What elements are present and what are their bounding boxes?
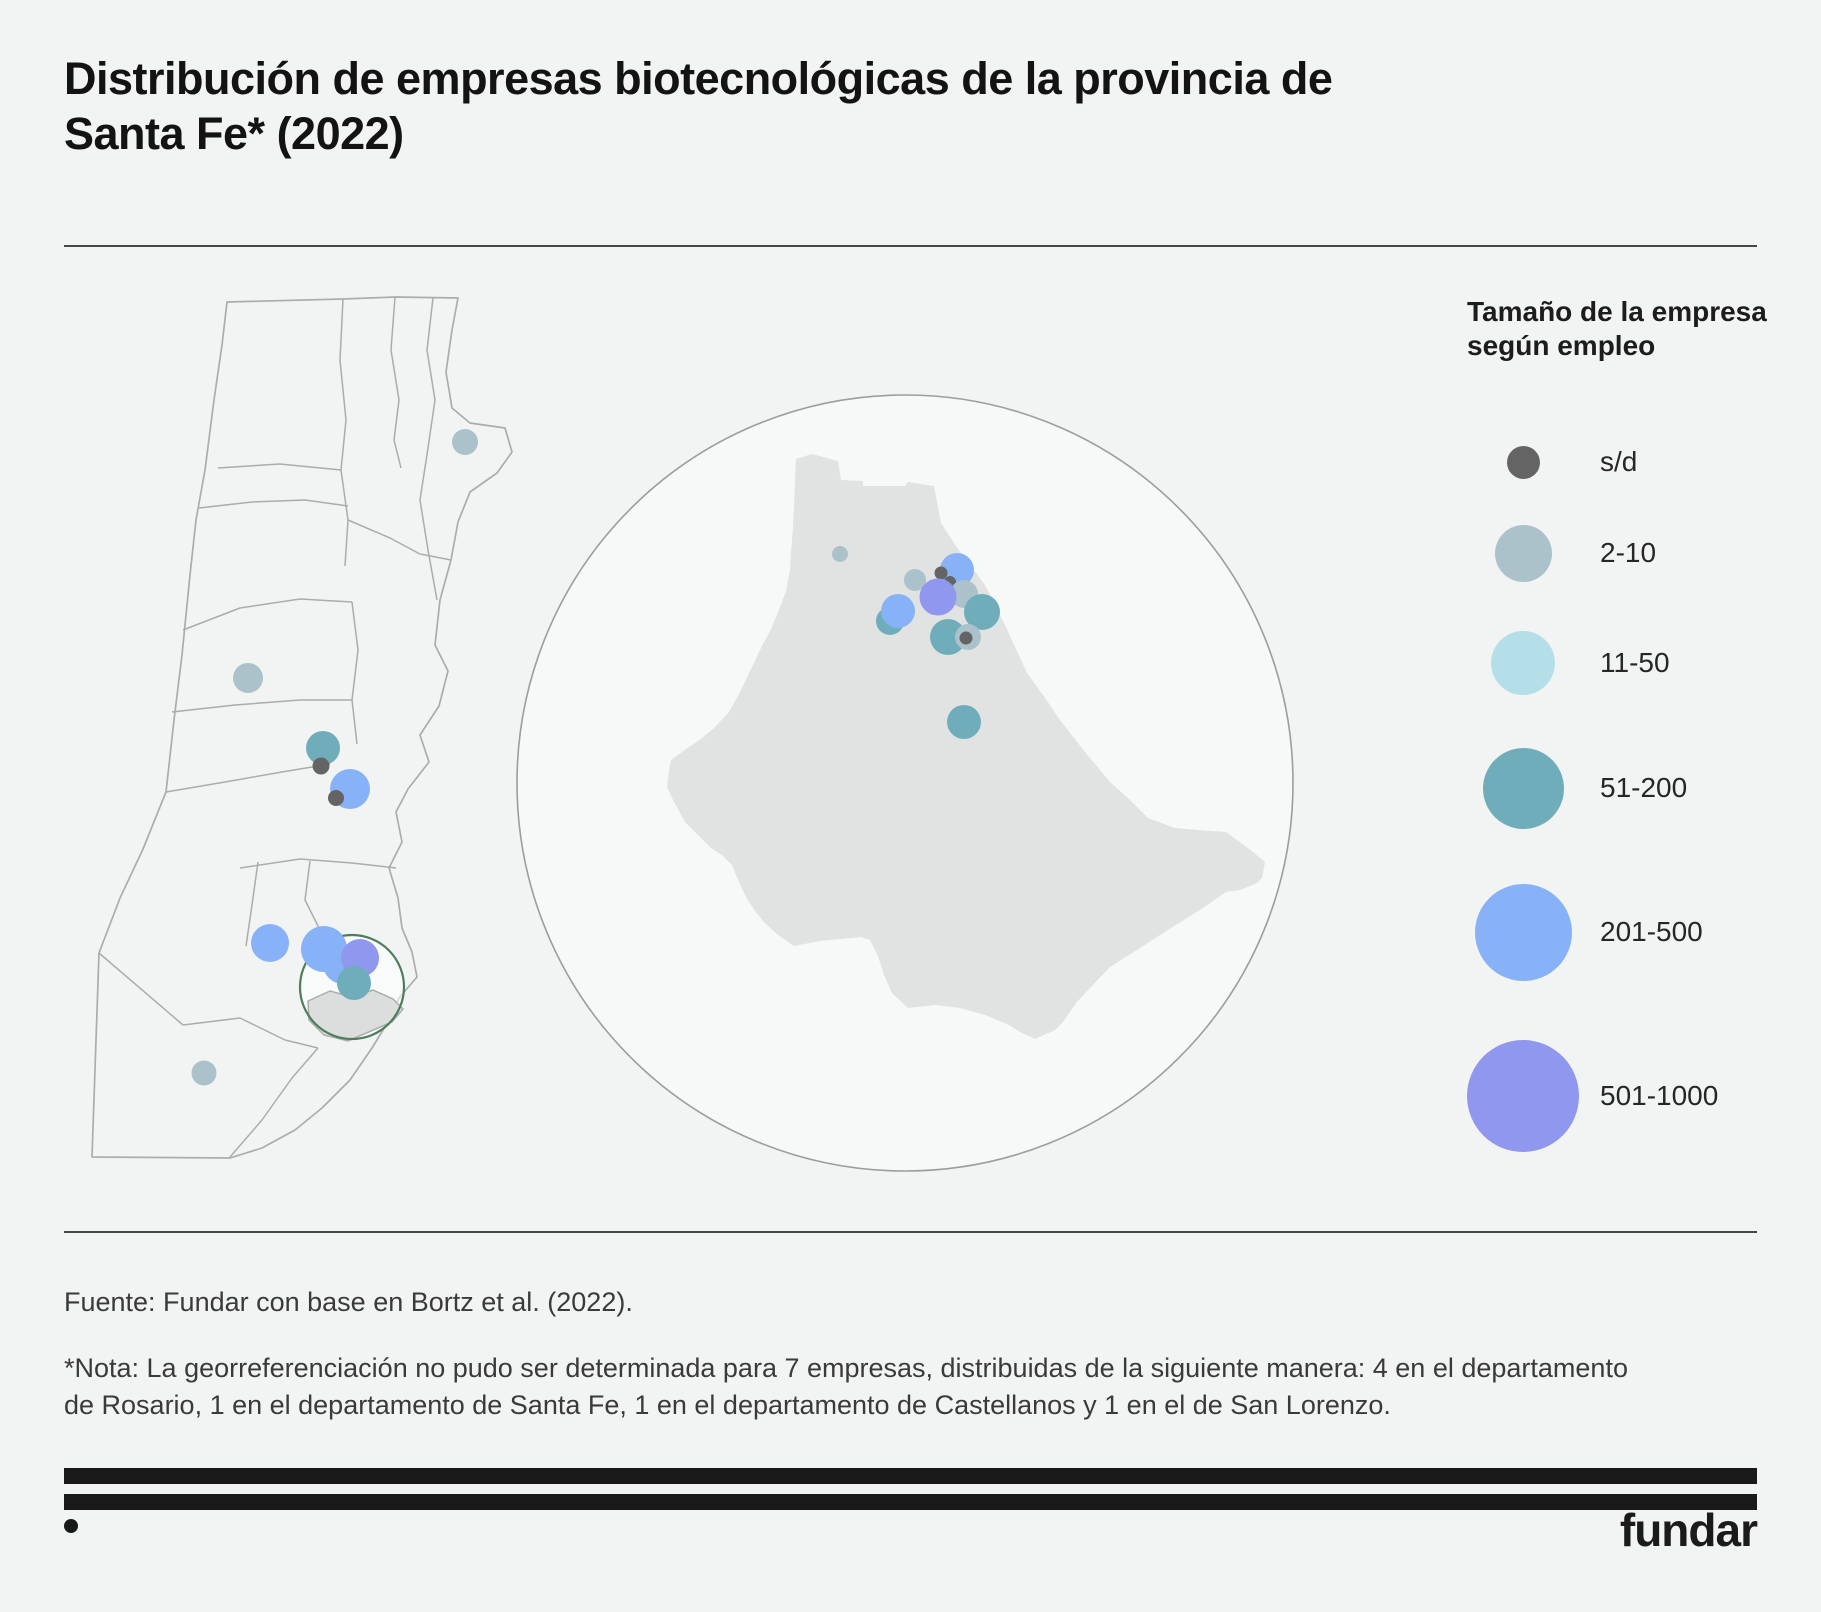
footer-bar bbox=[64, 1468, 1757, 1484]
company-bubble-2-10 bbox=[191, 1060, 217, 1086]
page-title: Distribución de empresas biotecnológicas… bbox=[64, 52, 1464, 162]
company-bubble-201-500 bbox=[881, 594, 915, 628]
company-bubble-2-10 bbox=[904, 569, 926, 591]
top-divider bbox=[64, 245, 1757, 247]
department-boundary bbox=[229, 1047, 319, 1158]
company-bubble-51-200 bbox=[947, 705, 981, 739]
fundar-logo: fundar bbox=[1619, 1504, 1758, 1556]
company-bubble-s-d bbox=[328, 790, 344, 806]
company-bubble-51-200 bbox=[964, 594, 1000, 630]
department-boundary bbox=[182, 1017, 319, 1049]
department-boundary bbox=[245, 861, 259, 947]
company-bubble-2-10 bbox=[233, 663, 263, 693]
department-boundary bbox=[239, 858, 397, 869]
company-bubble-501-1000 bbox=[919, 578, 957, 616]
company-bubble-s-d bbox=[312, 757, 330, 775]
footer-dot bbox=[64, 1519, 78, 1533]
department-boundary bbox=[171, 699, 352, 713]
page-title-line-2: Santa Fe* (2022) bbox=[64, 107, 404, 159]
footnote-line-2: de Rosario, 1 en el departamento de Sant… bbox=[64, 1390, 1391, 1420]
department-boundary bbox=[339, 298, 349, 567]
page-title-line-1: Distribución de empresas biotecnológicas… bbox=[64, 53, 1333, 104]
department-boundary bbox=[182, 598, 353, 631]
department-boundary bbox=[351, 601, 359, 745]
department-boundary bbox=[198, 499, 349, 509]
highlight-ring bbox=[298, 933, 406, 1041]
province-outline bbox=[91, 296, 513, 1159]
department-boundary bbox=[390, 296, 402, 469]
company-bubble-51-200 bbox=[337, 966, 371, 1000]
footer-bar bbox=[64, 1494, 1757, 1510]
inset-bubbles bbox=[832, 546, 1000, 739]
company-bubble-51-200 bbox=[930, 619, 966, 655]
department-boundary bbox=[98, 952, 184, 1026]
company-bubble-2-10 bbox=[452, 429, 478, 455]
department-boundary bbox=[347, 519, 452, 561]
source-text: Fuente: Fundar con base en Bortz et al. … bbox=[64, 1287, 633, 1317]
company-bubble-2-10 bbox=[832, 546, 848, 562]
footnote-line-1: *Nota: La georreferenciación no pudo ser… bbox=[64, 1353, 1628, 1383]
company-bubble-51-200 bbox=[306, 731, 340, 765]
province-bubbles bbox=[191, 429, 478, 1086]
department-boundary bbox=[165, 763, 331, 793]
inset-rosario-department-shape bbox=[667, 454, 1265, 1039]
department-boundary bbox=[217, 463, 342, 471]
company-bubble-s-d bbox=[934, 566, 948, 580]
bottom-divider bbox=[64, 1231, 1757, 1233]
company-bubble-s-d bbox=[959, 631, 973, 645]
department-boundary bbox=[419, 447, 438, 601]
footnote: *Nota: La georreferenciación no pudo ser… bbox=[64, 1350, 1724, 1424]
company-bubble-201-500 bbox=[251, 924, 289, 962]
department-boundary bbox=[426, 297, 436, 449]
department-boundaries bbox=[98, 296, 452, 1158]
